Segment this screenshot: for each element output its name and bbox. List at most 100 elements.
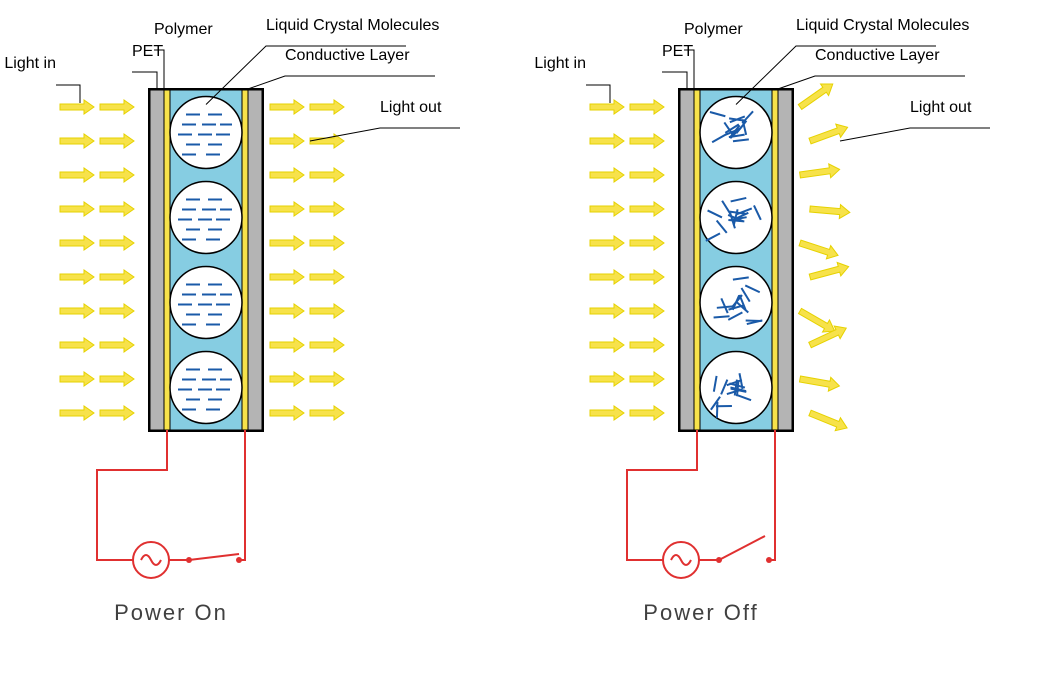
light-arrow xyxy=(310,270,344,284)
light-arrow xyxy=(310,202,344,216)
light-arrow xyxy=(808,121,850,148)
light-arrow xyxy=(270,202,304,216)
circuit-wire-right xyxy=(769,430,775,560)
light-arrow xyxy=(100,100,134,114)
light-arrow xyxy=(798,236,840,262)
light-arrow xyxy=(590,372,624,386)
label-cond: Conductive Layer xyxy=(285,47,410,64)
light-arrow xyxy=(270,338,304,352)
leader-light-in xyxy=(586,85,610,103)
label-lcm: Liquid Crystal Molecules xyxy=(266,17,439,34)
light-arrow xyxy=(590,202,624,216)
light-arrow xyxy=(310,100,344,114)
pet-left xyxy=(680,90,694,430)
label-pet: PET xyxy=(132,43,163,60)
circuit-wire-right xyxy=(239,430,245,560)
light-arrow xyxy=(310,168,344,182)
conductive-right xyxy=(242,90,248,430)
light-arrow xyxy=(590,406,624,420)
light-arrow xyxy=(310,304,344,318)
light-arrow xyxy=(630,270,664,284)
pet-right xyxy=(778,90,792,430)
light-arrow xyxy=(630,304,664,318)
molecule xyxy=(170,97,242,169)
light-arrow xyxy=(270,406,304,420)
label-light-in: Light in xyxy=(534,55,586,72)
light-arrow xyxy=(60,100,94,114)
light-arrow xyxy=(100,202,134,216)
light-arrow xyxy=(100,168,134,182)
label-lcm: Liquid Crystal Molecules xyxy=(796,17,969,34)
light-arrow xyxy=(100,372,134,386)
light-arrow xyxy=(590,100,624,114)
light-arrow xyxy=(100,338,134,352)
molecule xyxy=(170,267,242,339)
pet-left xyxy=(150,90,164,430)
light-arrow xyxy=(310,236,344,250)
light-arrow xyxy=(270,134,304,148)
light-arrow xyxy=(270,168,304,182)
light-arrow xyxy=(799,372,841,393)
leader-light-out xyxy=(840,128,990,141)
circuit-wire-left xyxy=(97,430,167,560)
light-arrow xyxy=(590,236,624,250)
label-light-out: Light out xyxy=(910,99,972,116)
light-arrow xyxy=(60,236,94,250)
light-arrow xyxy=(590,304,624,318)
light-arrow xyxy=(590,168,624,182)
label-polymer: Polymer xyxy=(684,21,743,38)
light-arrow xyxy=(809,202,850,219)
light-arrow xyxy=(100,134,134,148)
light-arrow xyxy=(100,270,134,284)
light-arrow xyxy=(796,78,837,112)
light-arrow xyxy=(270,270,304,284)
light-arrow xyxy=(630,372,664,386)
state-label: Power Off xyxy=(643,600,758,625)
light-arrow xyxy=(630,236,664,250)
light-arrow xyxy=(60,134,94,148)
light-arrow xyxy=(630,338,664,352)
light-arrow xyxy=(807,407,849,435)
conductive-left xyxy=(694,90,700,430)
state-label: Power On xyxy=(114,600,228,625)
molecule xyxy=(170,352,242,424)
light-arrow xyxy=(630,406,664,420)
switch-node xyxy=(716,557,722,563)
leader-cond xyxy=(775,76,965,90)
light-arrow xyxy=(270,236,304,250)
light-arrow xyxy=(630,202,664,216)
leader-cond xyxy=(245,76,435,90)
light-arrow xyxy=(310,372,344,386)
switch-closed xyxy=(189,554,239,560)
light-arrow xyxy=(310,406,344,420)
pet-right xyxy=(248,90,262,430)
label-light-out: Light out xyxy=(380,99,442,116)
light-arrow xyxy=(60,270,94,284)
light-arrow xyxy=(60,202,94,216)
circuit-wire-left xyxy=(627,430,697,560)
light-arrow xyxy=(270,100,304,114)
label-cond: Conductive Layer xyxy=(815,47,940,64)
light-arrow xyxy=(590,270,624,284)
light-arrow xyxy=(590,134,624,148)
light-arrow xyxy=(270,372,304,386)
molecule xyxy=(170,182,242,254)
light-arrow xyxy=(60,372,94,386)
light-arrow xyxy=(630,100,664,114)
label-pet: PET xyxy=(662,43,693,60)
light-arrow xyxy=(270,304,304,318)
light-arrow xyxy=(100,304,134,318)
light-arrow xyxy=(100,406,134,420)
conductive-left xyxy=(164,90,170,430)
light-arrow xyxy=(60,168,94,182)
switch-node xyxy=(186,557,192,563)
label-polymer: Polymer xyxy=(154,21,213,38)
light-arrow xyxy=(100,236,134,250)
leader-pet xyxy=(132,72,157,90)
light-arrow xyxy=(60,338,94,352)
switch-open xyxy=(719,536,765,560)
light-arrow xyxy=(799,163,841,182)
leader-pet xyxy=(662,72,687,90)
light-arrow xyxy=(60,304,94,318)
conductive-right xyxy=(772,90,778,430)
